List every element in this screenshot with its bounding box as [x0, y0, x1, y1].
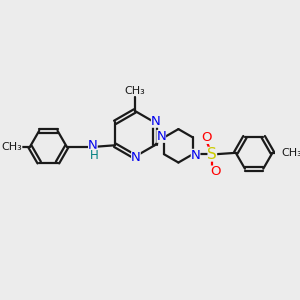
Text: N: N: [131, 151, 141, 164]
Text: N: N: [156, 130, 166, 143]
Text: N: N: [88, 139, 98, 152]
Text: O: O: [201, 131, 211, 144]
Text: N: N: [191, 149, 200, 162]
Text: CH₃: CH₃: [281, 148, 300, 158]
Text: CH₃: CH₃: [124, 86, 145, 96]
Text: N: N: [151, 115, 160, 128]
Text: CH₃: CH₃: [2, 142, 22, 152]
Text: S: S: [207, 147, 217, 162]
Text: O: O: [210, 166, 221, 178]
Text: H: H: [90, 149, 98, 162]
